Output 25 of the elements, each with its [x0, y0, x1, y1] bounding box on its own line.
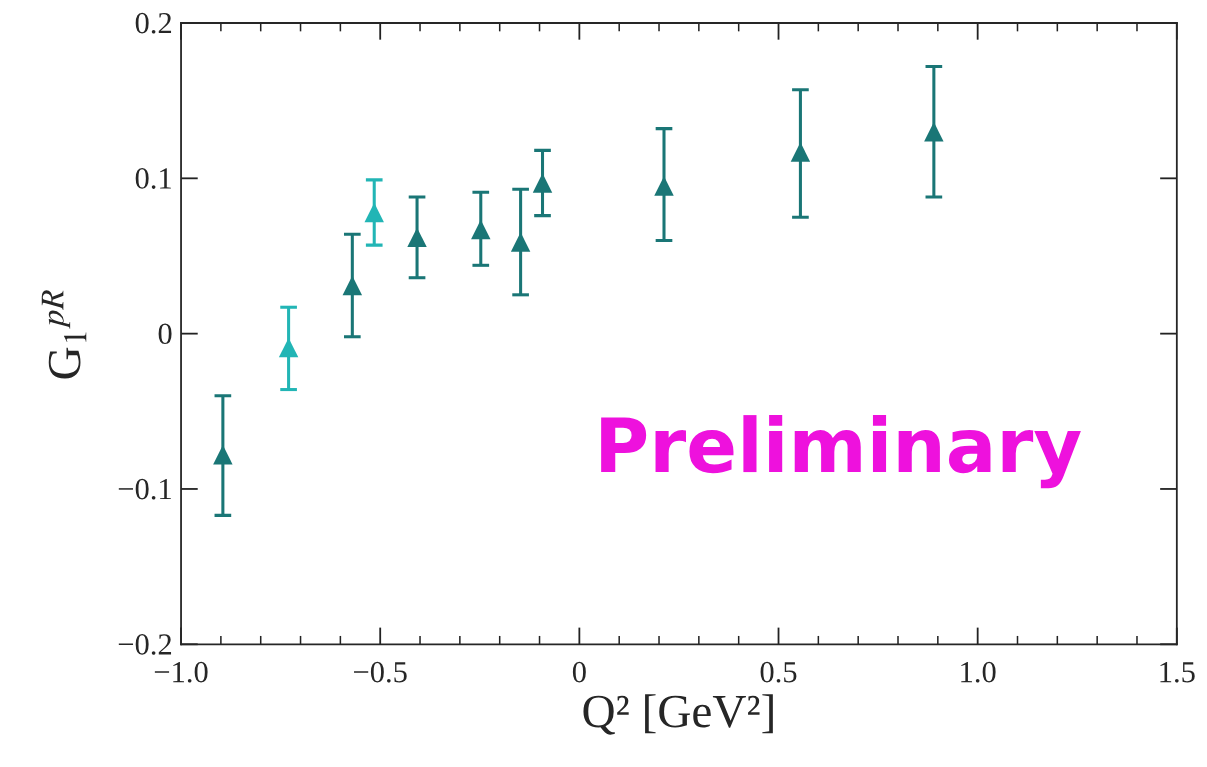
- y-tick-label: 0.2: [135, 12, 172, 34]
- x-tick-label: −0.5: [354, 661, 407, 683]
- point: [471, 219, 491, 240]
- point: [278, 337, 299, 358]
- y-tick-label: 0: [158, 323, 172, 345]
- annotation: Preliminary: [601, 415, 1081, 489]
- x-tick-label: −1.0: [154, 661, 208, 683]
- x-axis-title: Q² [GeV²]: [583, 694, 773, 735]
- point: [924, 122, 944, 142]
- point: [654, 176, 674, 196]
- point: [532, 173, 553, 193]
- point: [790, 142, 811, 162]
- point: [342, 275, 363, 296]
- x-tick-label: 0: [572, 661, 586, 683]
- y-axis-title: G$_{1}$$^{pR}$: [41, 290, 87, 379]
- y-tick-label: 0.1: [135, 168, 171, 189]
- x-tick-label: 0.5: [760, 661, 797, 683]
- point: [510, 232, 531, 252]
- y-tick-label: −0.2: [118, 634, 172, 655]
- x-tick-label: 1.5: [1160, 661, 1195, 683]
- point: [364, 202, 384, 223]
- point: [407, 227, 427, 248]
- x-tick-label: 1.0: [961, 661, 996, 683]
- point: [213, 445, 233, 465]
- y-tick-label: −0.1: [118, 478, 171, 500]
